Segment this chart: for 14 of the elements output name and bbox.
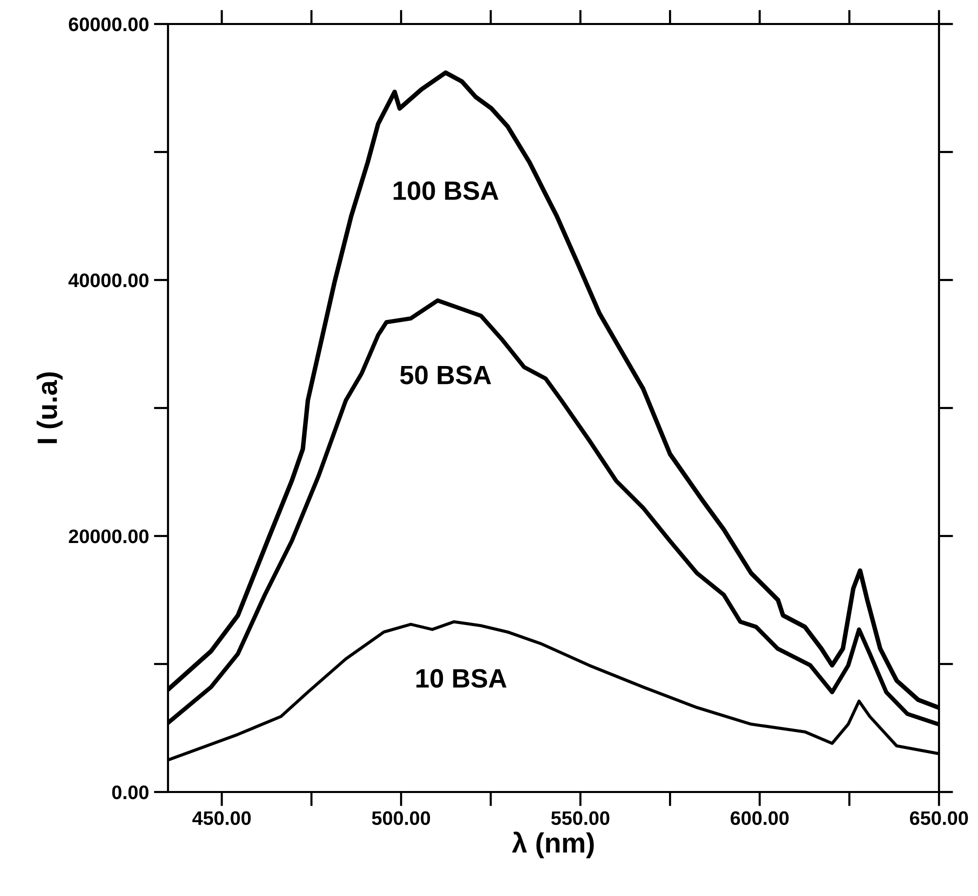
x-tick-label: 450.00: [192, 811, 251, 826]
y-tick-label: 20000.00: [68, 529, 148, 544]
annotation: 100 BSA: [394, 181, 498, 200]
annotation: 10 BSA: [416, 669, 506, 688]
y-tick-label: 40000.00: [68, 273, 148, 288]
x-tick-label: 600.00: [730, 811, 789, 826]
x-tick-label: 500.00: [372, 811, 430, 826]
x-axis-title: λ (nm): [512, 832, 594, 858]
x-tick-label: 650.00: [910, 811, 968, 826]
x-tick-label: 550.00: [551, 811, 610, 826]
annotation: 50 BSA: [400, 366, 492, 384]
y-tick-label: 0.00: [112, 785, 148, 800]
y-tick-label: 60000.00: [68, 17, 148, 32]
y-axis-title: I (u.a): [36, 372, 63, 444]
